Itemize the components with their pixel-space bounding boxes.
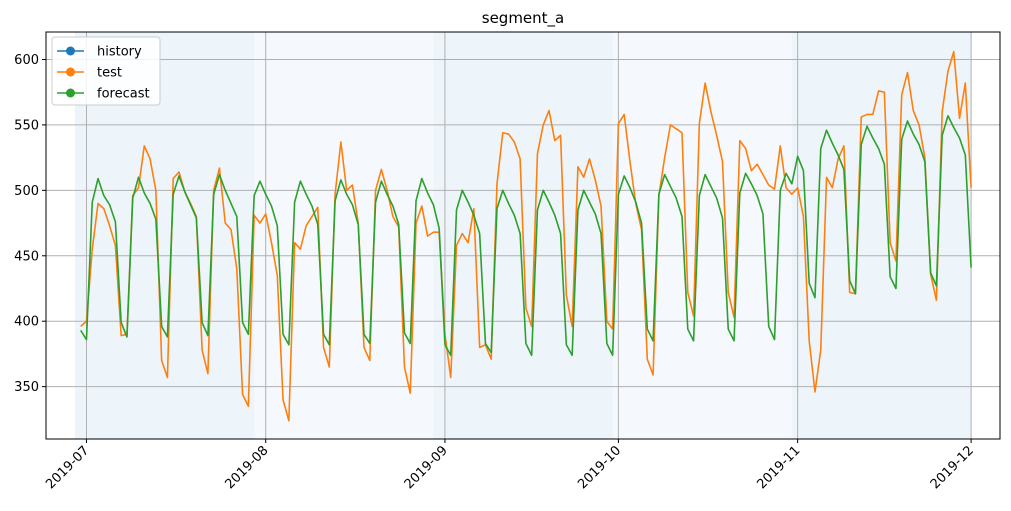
legend-label-test: test [97,66,122,81]
shaded-band-1 [254,32,434,439]
shaded-band-3 [612,32,792,439]
y-tick-label-4: 550 [14,118,39,133]
shaded-band-4 [791,32,972,439]
y-tick-label-0: 350 [14,380,39,395]
y-axis: 350 400 450 500 550 600 [14,53,46,395]
legend-marker-history [66,46,75,56]
legend-label-history: history [97,45,142,60]
legend: history test forecast [51,36,161,106]
plot-area-frame [45,31,1001,440]
legend-label-forecast: forecast [97,87,150,102]
legend-marker-test [66,67,75,77]
y-tick-label-5: 600 [14,53,39,68]
series-line-forecast [80,114,972,357]
y-tick-label-2: 450 [14,249,39,264]
grid-lines [46,32,1000,439]
y-tick-label-3: 500 [14,184,39,199]
series-lines [80,50,972,422]
legend-marker-forecast [66,88,75,98]
legend-box [51,36,161,106]
series-line-test [80,50,972,422]
y-tick-label-1: 400 [14,315,39,330]
chart-title: segment_a [482,9,565,28]
